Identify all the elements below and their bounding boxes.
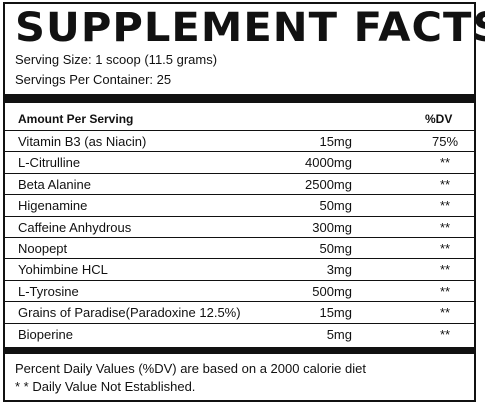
table-row: Yohimbine HCL 3mg **	[5, 259, 474, 281]
daily-value-footnote: Percent Daily Values (%DV) are based on …	[15, 361, 366, 376]
nutrient-dv: **	[439, 305, 451, 321]
serving-size: Serving Size: 1 scoop (11.5 grams)	[15, 52, 218, 67]
table-row: L-Tyrosine 500mg **	[5, 281, 474, 303]
nutrient-dv: 75%	[431, 134, 459, 149]
nutrient-name: Grains of Paradise(Paradoxine 12.5%)	[18, 305, 241, 321]
table-header: Amount Per Serving %DV	[5, 110, 474, 130]
nutrient-name: Noopept	[18, 240, 68, 256]
nutrient-dv: **	[439, 198, 451, 214]
nutrient-name: Higenamine	[18, 198, 88, 214]
table-row: Caffeine Anhydrous 300mg **	[5, 217, 474, 238]
table-row: Vitamin B3 (as Niacin) 15mg 75%	[5, 131, 474, 153]
nutrient-name: Vitamin B3 (as Niacin)	[18, 134, 147, 149]
dv-column-label: %DV	[425, 112, 453, 126]
nutrient-dv: **	[439, 326, 451, 342]
nutrient-amount: 3mg	[326, 262, 352, 278]
nutrient-dv: **	[439, 219, 451, 235]
nutrient-amount: 4000mg	[305, 155, 352, 171]
nutrient-dv: **	[439, 155, 451, 171]
header-divider	[5, 130, 474, 131]
nutrient-amount: 50mg	[319, 198, 352, 214]
table-row: Beta Alanine 2500mg **	[5, 174, 474, 196]
amount-per-serving-label: Amount Per Serving	[18, 112, 134, 126]
table-row: Higenamine 50mg **	[5, 195, 474, 217]
nutrient-dv: **	[439, 176, 451, 192]
thick-divider-bottom	[5, 347, 474, 354]
panel-title: SUPPLEMENT FACTS	[15, 5, 485, 51]
nutrient-dv: **	[439, 283, 451, 299]
nutrient-name: L-Tyrosine	[18, 283, 79, 299]
nutrient-dv: **	[439, 262, 451, 278]
nutrient-dv: **	[439, 240, 451, 256]
nutrient-name: L-Citrulline	[18, 155, 81, 171]
nutrient-table: Vitamin B3 (as Niacin) 15mg 75% L-Citrul…	[5, 131, 474, 345]
nutrient-amount: 5mg	[326, 326, 352, 342]
nutrient-name: Caffeine Anhydrous	[18, 219, 132, 235]
nutrient-amount: 15mg	[319, 305, 352, 321]
nutrient-amount: 50mg	[319, 240, 352, 256]
nutrient-name: Bioperine	[18, 326, 73, 342]
servings-per-container: Servings Per Container: 25	[15, 72, 172, 87]
nutrient-amount: 15mg	[319, 134, 352, 149]
not-established-footnote: * * Daily Value Not Established.	[15, 379, 196, 394]
nutrient-amount: 300mg	[312, 219, 352, 235]
supplement-facts-panel: SUPPLEMENT FACTS Serving Size: 1 scoop (…	[3, 2, 485, 402]
nutrient-name: Beta Alanine	[18, 176, 92, 192]
nutrient-name: Yohimbine HCL	[18, 262, 108, 278]
table-row: Grains of Paradise(Paradoxine 12.5%) 15m…	[5, 302, 474, 324]
table-row: L-Citrulline 4000mg **	[5, 152, 474, 174]
nutrient-amount: 2500mg	[305, 176, 352, 192]
table-row: Bioperine 5mg **	[5, 324, 474, 345]
thick-divider-top	[5, 94, 474, 103]
table-row: Noopept 50mg **	[5, 238, 474, 260]
nutrient-amount: 500mg	[312, 283, 352, 299]
